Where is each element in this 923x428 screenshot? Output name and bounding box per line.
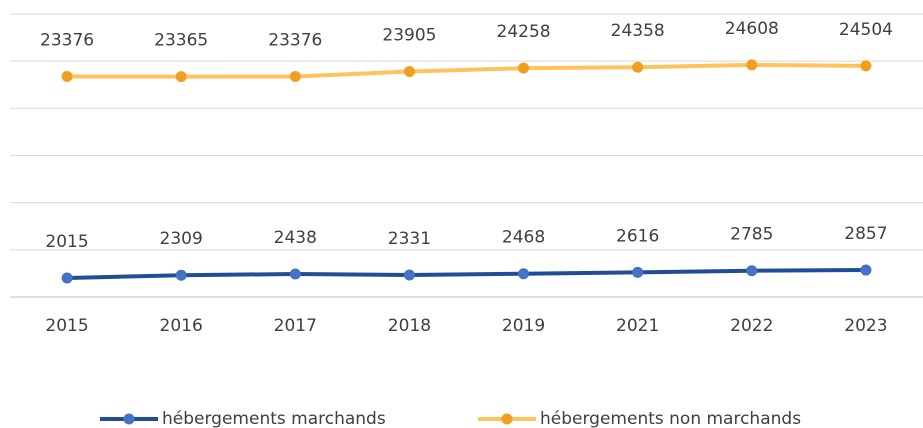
data-label: 23365 <box>154 31 208 51</box>
data-label: 2309 <box>160 229 203 249</box>
point <box>175 269 187 281</box>
point <box>61 272 73 284</box>
point <box>175 71 187 83</box>
data-label: 24504 <box>839 20 893 40</box>
data-label: 2468 <box>502 228 545 248</box>
x-tick-label: 2021 <box>616 316 659 336</box>
point <box>632 61 644 73</box>
point <box>61 70 73 82</box>
legend-marker <box>123 413 135 425</box>
point <box>289 70 301 82</box>
x-tick-label: 2023 <box>844 316 887 336</box>
point <box>860 264 872 276</box>
x-tick-label: 2017 <box>274 316 317 336</box>
data-label: 23376 <box>268 30 322 50</box>
point <box>289 268 301 280</box>
point <box>518 62 530 74</box>
series-line <box>67 62 866 79</box>
data-label: 2616 <box>616 226 659 246</box>
x-tick-label: 2016 <box>160 316 203 336</box>
point <box>746 59 758 71</box>
data-label: 24358 <box>611 21 665 41</box>
point <box>518 268 530 280</box>
point <box>632 266 644 278</box>
x-tick-label: 2015 <box>45 316 88 336</box>
legend-label: hébergements non marchands <box>540 409 801 428</box>
data-label: 2331 <box>388 229 431 249</box>
data-label: 23905 <box>382 25 436 45</box>
data-label: 24258 <box>497 22 551 42</box>
point <box>860 60 872 72</box>
point <box>746 265 758 277</box>
series-line <box>67 268 866 280</box>
data-label: 2015 <box>45 232 88 252</box>
point <box>403 269 415 281</box>
data-label: 24608 <box>725 19 779 39</box>
data-label: 2857 <box>844 224 887 244</box>
data-label: 23376 <box>40 30 94 50</box>
legend-label: hébergements marchands <box>162 409 386 428</box>
x-tick-label: 2018 <box>388 316 431 336</box>
legend-marker <box>501 413 513 425</box>
data-label: 2785 <box>730 225 773 245</box>
x-tick-label: 2019 <box>502 316 545 336</box>
x-tick-label: 2022 <box>730 316 773 336</box>
point <box>403 65 415 77</box>
data-label: 2438 <box>274 228 317 248</box>
